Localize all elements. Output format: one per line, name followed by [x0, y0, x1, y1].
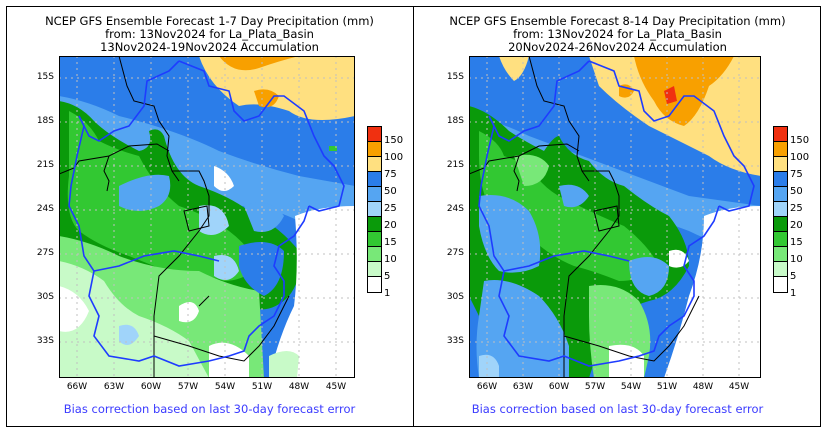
legend-label: 150	[790, 135, 810, 146]
legend-label: 15	[384, 237, 397, 248]
lon-tick-label: 54W	[214, 382, 236, 392]
lon-tick-label: 51W	[251, 382, 273, 392]
legend-swatch	[368, 172, 381, 187]
legend-swatch	[774, 157, 787, 172]
lat-tick-label: 30S	[446, 292, 464, 302]
lon-tick-label: 51W	[656, 382, 678, 392]
legend-swatch	[368, 187, 381, 202]
lon-tick-label: 48W	[288, 382, 310, 392]
lat-tick-label: 33S	[36, 336, 54, 346]
lon-tick-label: 66W	[66, 382, 88, 392]
color-legend	[367, 126, 382, 293]
legend-swatch	[774, 247, 787, 262]
lon-tick-label: 63W	[512, 382, 534, 392]
legend-label: 150	[384, 135, 404, 146]
precip-map-week2	[469, 56, 761, 378]
lon-tick-label: 57W	[584, 382, 606, 392]
legend-swatch	[774, 127, 787, 142]
legend-label: 5	[790, 271, 797, 282]
lat-tick-label: 24S	[446, 204, 464, 214]
legend-swatch	[774, 172, 787, 187]
legend-label: 5	[384, 271, 391, 282]
lon-tick-label: 45W	[325, 382, 347, 392]
lon-tick-label: 48W	[692, 382, 714, 392]
panel-subtitle: from: 13Nov2024 for La_Plata_Basin	[513, 27, 722, 41]
legend-label: 15	[790, 237, 803, 248]
legend-label: 100	[790, 152, 810, 163]
legend-swatch	[368, 142, 381, 157]
lon-tick-label: 66W	[476, 382, 498, 392]
legend-label: 25	[384, 203, 397, 214]
lon-tick-label: 45W	[728, 382, 750, 392]
legend-swatch	[368, 262, 381, 277]
lon-tick-label: 57W	[177, 382, 199, 392]
precip-map-week1	[59, 56, 355, 378]
legend-swatch	[368, 232, 381, 247]
panel-title: NCEP GFS Ensemble Forecast 8-14 Day Prec…	[449, 14, 786, 28]
color-legend	[773, 126, 788, 293]
panel-subtitle: from: 13Nov2024 for La_Plata_Basin	[105, 27, 314, 41]
legend-swatch	[774, 217, 787, 232]
legend-swatch	[368, 127, 381, 142]
legend-label: 50	[384, 186, 397, 197]
panel-week1: NCEP GFS Ensemble Forecast 1-7 Day Preci…	[6, 6, 413, 427]
lat-tick-label: 21S	[36, 160, 54, 170]
legend-swatch	[774, 202, 787, 217]
panel-title: NCEP GFS Ensemble Forecast 1-7 Day Preci…	[45, 14, 374, 28]
legend-swatch	[774, 277, 787, 292]
legend-label: 75	[384, 169, 397, 180]
bias-correction-note: Bias correction based on last 30-day for…	[63, 402, 356, 416]
legend-swatch	[368, 157, 381, 172]
lon-tick-label: 60W	[548, 382, 570, 392]
legend-swatch	[774, 187, 787, 202]
lat-tick-label: 27S	[446, 248, 464, 258]
legend-swatch	[774, 232, 787, 247]
legend-swatch	[368, 247, 381, 262]
panel-week2: NCEP GFS Ensemble Forecast 8-14 Day Prec…	[414, 6, 821, 427]
legend-swatch	[774, 262, 787, 277]
lat-tick-label: 18S	[36, 116, 54, 126]
panel-period: 13Nov2024-19Nov2024 Accumulation	[100, 40, 319, 54]
panel-divider	[413, 6, 414, 427]
legend-label: 20	[384, 220, 397, 231]
lon-tick-label: 54W	[620, 382, 642, 392]
legend-label: 10	[790, 254, 803, 265]
lat-tick-label: 18S	[446, 116, 464, 126]
legend-swatch	[368, 202, 381, 217]
legend-swatch	[774, 142, 787, 157]
legend-swatch	[368, 217, 381, 232]
lon-tick-label: 63W	[103, 382, 125, 392]
legend-label: 1	[384, 288, 391, 299]
lat-tick-label: 21S	[446, 160, 464, 170]
lon-tick-label: 60W	[140, 382, 162, 392]
lat-tick-label: 24S	[36, 204, 54, 214]
legend-swatch	[368, 277, 381, 292]
legend-label: 1	[790, 288, 797, 299]
legend-label: 75	[790, 169, 803, 180]
bias-correction-note: Bias correction based on last 30-day for…	[471, 402, 764, 416]
legend-label: 100	[384, 152, 404, 163]
legend-label: 20	[790, 220, 803, 231]
lat-tick-label: 15S	[446, 72, 464, 82]
lat-tick-label: 15S	[36, 72, 54, 82]
legend-label: 50	[790, 186, 803, 197]
lat-tick-label: 33S	[446, 336, 464, 346]
lat-tick-label: 27S	[36, 248, 54, 258]
legend-label: 25	[790, 203, 803, 214]
legend-label: 10	[384, 254, 397, 265]
lat-tick-label: 30S	[36, 292, 54, 302]
panel-period: 20Nov2024-26Nov2024 Accumulation	[508, 40, 727, 54]
